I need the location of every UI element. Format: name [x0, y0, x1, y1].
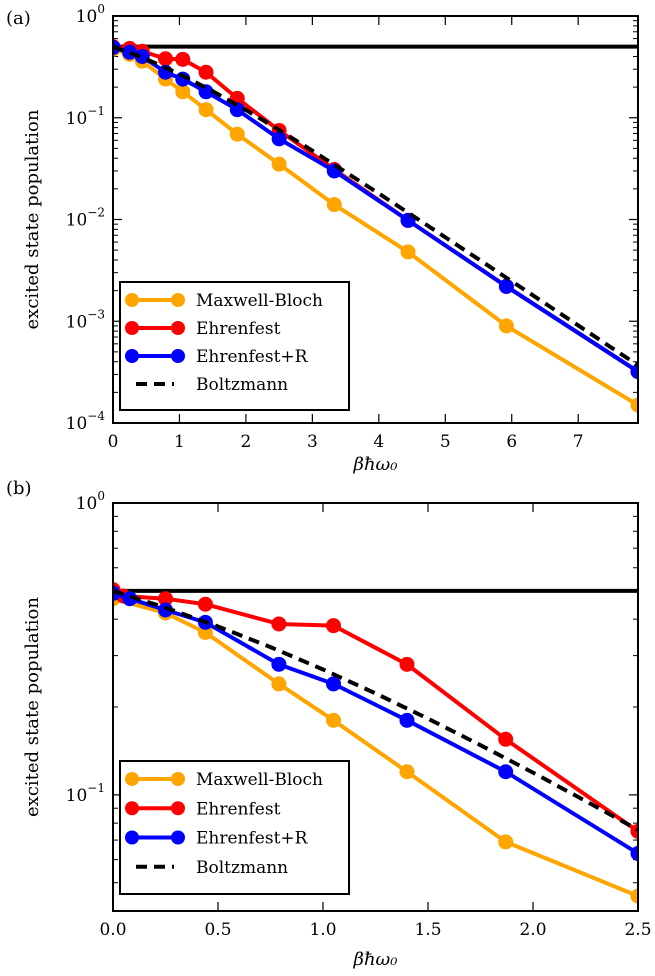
y-tick-label: 10−1 — [66, 104, 105, 129]
data-point — [498, 278, 514, 294]
axes-frame — [112, 502, 639, 912]
x-tick-label: 4 — [373, 432, 384, 452]
x-tick-label: 0.5 — [204, 920, 231, 940]
chart-panel: (a) 10−4 10−3 10−2 10−1 100 0 1 2 3 4 5 6 7 βħω₀ excite… — [6, 2, 639, 475]
legend-label: Boltzmann — [196, 858, 288, 878]
data-point — [630, 823, 638, 839]
data-point — [630, 888, 638, 904]
data-point — [399, 764, 415, 780]
y-tick-label: 100 — [76, 2, 105, 27]
x-tick-label: 0 — [108, 432, 119, 452]
data-point — [630, 845, 638, 861]
y-tick-label: 10−3 — [66, 307, 105, 332]
x-tick-label: 2.5 — [624, 920, 651, 940]
x-tick-label: 1.5 — [414, 920, 441, 940]
legend-marker — [171, 830, 185, 845]
data-point — [498, 834, 514, 850]
data-point — [271, 656, 287, 672]
data-point — [175, 84, 191, 100]
y-tick-label: 10−2 — [66, 206, 105, 231]
y-axis-label: excited state population — [22, 109, 43, 329]
data-point — [229, 126, 245, 142]
data-point — [175, 51, 191, 67]
x-tick-label: 0.0 — [99, 920, 126, 940]
legend-marker — [125, 321, 139, 335]
legend-marker — [125, 349, 139, 363]
data-point — [326, 618, 341, 634]
data-point — [271, 156, 287, 172]
legend-label: Maxwell-Bloch — [196, 770, 323, 790]
data-point — [498, 764, 514, 780]
data-point — [271, 676, 287, 692]
x-tick-label: 2 — [240, 432, 251, 452]
legend-marker — [125, 830, 139, 845]
data-point — [122, 44, 138, 60]
legend-label: Ehrenfest+R — [196, 347, 309, 367]
x-tick-label: 2.0 — [519, 920, 546, 940]
panel-label: (b) — [6, 478, 32, 499]
axes-frame — [112, 15, 639, 424]
data-point — [198, 102, 214, 118]
plot-data — [113, 39, 638, 413]
y-tick-label: 10−4 — [66, 409, 106, 434]
legend: Maxwell-Bloch Ehrenfest Ehrenfest+R Boltzma… — [119, 281, 350, 411]
legend-marker — [171, 801, 185, 816]
x-tick-label: 1 — [174, 432, 185, 452]
legend-marker — [125, 293, 139, 307]
x-tick-label: 6 — [506, 432, 517, 452]
plot-data — [113, 582, 638, 904]
y-tick-label: 100 — [76, 489, 105, 514]
data-point — [197, 596, 213, 612]
legend-marker — [171, 293, 185, 307]
legend-box — [119, 281, 350, 411]
legend-label: Ehrenfest — [196, 799, 281, 819]
panel-label: (a) — [6, 8, 31, 29]
x-tick-label: 7 — [573, 432, 584, 452]
x-tick-label: 1.0 — [309, 920, 336, 940]
x-axis-label: βħω₀ — [353, 949, 398, 970]
data-point — [326, 712, 341, 728]
data-point — [326, 676, 341, 692]
x-tick-label: 5 — [440, 432, 451, 452]
y-axis-label: excited state population — [22, 597, 43, 817]
data-point — [271, 616, 287, 632]
legend-marker — [125, 772, 139, 786]
data-point — [326, 197, 342, 213]
legend-label: Ehrenfest — [196, 319, 281, 339]
data-point — [630, 397, 638, 413]
data-point — [498, 318, 514, 334]
x-tick-label: 3 — [307, 432, 318, 452]
data-point — [498, 731, 514, 747]
series-line-boltzmann — [113, 588, 638, 832]
x-axis-label: βħω₀ — [353, 454, 398, 475]
data-point — [271, 131, 287, 147]
legend-label: Boltzmann — [196, 375, 288, 395]
legend-box — [119, 760, 350, 895]
data-point — [399, 656, 415, 672]
legend-marker — [125, 801, 139, 816]
chart-panel: (b) 10−1 100 0.0 0.5 1.0 1.5 2.0 2.5 βħω₀ excited … — [6, 478, 652, 970]
data-point — [198, 64, 214, 80]
legend-marker — [171, 349, 185, 363]
data-point — [400, 244, 416, 260]
series-line-boltzmann — [113, 44, 638, 367]
y-tick-label: 10−1 — [66, 781, 105, 806]
data-point — [630, 364, 638, 380]
data-point — [399, 712, 415, 728]
data-point — [158, 51, 173, 67]
legend-label: Ehrenfest+R — [196, 829, 309, 849]
legend-marker — [171, 321, 185, 335]
legend-label: Maxwell-Bloch — [196, 291, 323, 311]
legend-marker — [171, 772, 185, 786]
legend: Maxwell-Bloch Ehrenfest Ehrenfest+R Boltzma… — [119, 760, 350, 895]
